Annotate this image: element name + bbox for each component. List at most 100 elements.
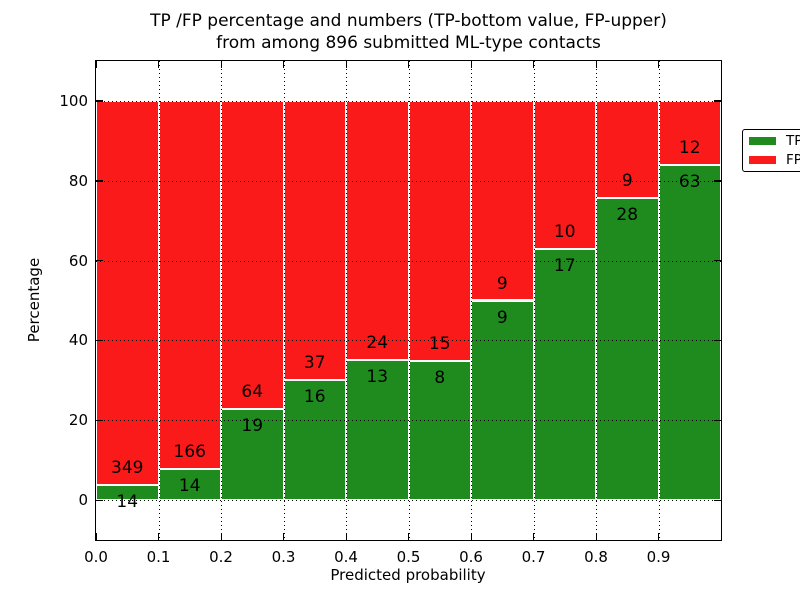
x-tick-label: 0.6: [459, 548, 483, 566]
y-tick-right: [714, 260, 721, 262]
tp-bar-segment: [96, 484, 159, 501]
y-axis-label: Percentage: [25, 257, 43, 343]
fp-bar-segment: [346, 100, 409, 360]
y-tick-right: [714, 339, 721, 342]
x-axis-label: Predicted probability: [330, 566, 486, 584]
fp-count-label: 10: [553, 221, 576, 242]
legend: TP FP: [742, 129, 800, 172]
x-tick-top: [658, 61, 660, 68]
chart-title-line2: from among 896 submitted ML-type contact…: [216, 33, 601, 53]
y-tick-left: [96, 419, 103, 422]
fp-count-label: 166: [173, 442, 206, 463]
x-tick-bottom: [283, 533, 285, 540]
fp-count-label: 9: [621, 171, 633, 191]
fp-bar-segment: [158, 100, 221, 470]
y-tick-label: 40: [68, 331, 88, 350]
fp-legend-swatch: [749, 156, 776, 164]
y-tick-right: [714, 180, 721, 182]
tp-count-label: 16: [303, 386, 326, 407]
x-gridline: [158, 61, 160, 540]
tp-count-label: 28: [616, 205, 639, 225]
tp-bar-segment: [658, 164, 721, 501]
x-tick-bottom: [533, 533, 535, 540]
x-tick-bottom: [95, 533, 97, 540]
tp-count-label: 8: [434, 368, 446, 389]
fp-bar-segment: [283, 100, 346, 380]
legend-row-fp: FP: [749, 151, 800, 168]
fp-count-label: 12: [678, 137, 701, 158]
x-tick-label: 0.5: [396, 548, 421, 566]
y-tick-left: [96, 339, 103, 342]
x-tick-label: 0.2: [209, 548, 233, 566]
x-tick-top: [408, 61, 410, 68]
tp-count-label: 9: [496, 307, 508, 328]
tp-count-label: 19: [241, 415, 264, 436]
legend-row-tp: TP: [749, 132, 800, 149]
fp-count-label: 24: [366, 332, 389, 353]
x-gridline: [283, 61, 285, 540]
fp-bar-segment: [408, 100, 471, 362]
x-tick-bottom: [345, 533, 347, 540]
x-tick-bottom: [595, 533, 597, 540]
x-gridline: [533, 61, 535, 540]
tp-bar-segment: [158, 469, 221, 501]
fp-count-label: 15: [428, 334, 451, 355]
y-tick-right: [714, 100, 721, 102]
tp-bar-segment: [533, 248, 596, 501]
x-gridline: [658, 61, 660, 540]
fp-legend-label: FP: [786, 151, 800, 168]
chart-title-line1: TP /FP percentage and numbers (TP-bottom…: [150, 11, 667, 31]
x-tick-top: [345, 61, 347, 68]
tp-bar-segment: [408, 361, 471, 501]
x-tick-top: [533, 61, 535, 68]
y-tick-label: 0: [78, 491, 88, 510]
x-tick-top: [595, 61, 597, 68]
x-tick-label: 0.3: [271, 548, 296, 566]
x-gridline: [408, 61, 410, 540]
y-tick-left: [96, 260, 103, 262]
fp-count-label: 37: [303, 352, 326, 373]
x-gridline: [471, 61, 472, 540]
y-tick-left: [96, 499, 103, 501]
tp-count-label: 17: [553, 255, 576, 276]
fp-bar-segment: [471, 100, 534, 301]
plot-area: TP FP 349 14 166 14 64 19 37 16 24 13 15 8 9 9 10 17 9 28…: [95, 60, 800, 541]
x-tick-bottom: [158, 533, 160, 540]
x-tick-top: [220, 61, 222, 68]
x-tick-top: [158, 61, 160, 68]
x-tick-label: 0.9: [646, 548, 671, 566]
fp-bar-segment: [221, 100, 284, 409]
fp-count-label: 9: [496, 273, 508, 294]
x-tick-bottom: [220, 533, 222, 540]
x-tick-label: 0.7: [521, 548, 546, 566]
x-tick-top: [470, 61, 472, 68]
fp-count-label: 349: [111, 457, 144, 478]
x-tick-bottom: [408, 533, 410, 540]
fp-count-label: 64: [241, 381, 264, 402]
x-tick-label: 0.1: [146, 548, 171, 566]
tp-legend-swatch: [749, 137, 776, 145]
y-tick-left: [96, 180, 103, 182]
y-tick-label: 100: [59, 91, 88, 110]
x-gridline: [221, 61, 222, 540]
tp-legend-label: TP: [786, 132, 800, 149]
y-tick-label: 20: [68, 411, 88, 430]
x-tick-label: 0.8: [584, 548, 608, 566]
x-tick-label: 0.0: [84, 548, 108, 566]
x-tick-top: [283, 61, 285, 68]
tp-count-label: 14: [178, 476, 201, 497]
tp-count-label: 13: [366, 366, 389, 387]
x-gridline: [596, 61, 597, 540]
y-tick-right: [714, 499, 721, 501]
x-tick-label: 0.4: [334, 548, 358, 566]
x-tick-top: [95, 61, 97, 68]
y-tick-right: [714, 419, 721, 422]
x-tick-bottom: [470, 533, 472, 540]
tp-count-label: 14: [116, 491, 139, 512]
x-gridline: [346, 61, 347, 540]
x-tick-bottom: [658, 533, 660, 540]
tp-bar-segment: [283, 379, 346, 501]
tp-bar-segment: [596, 198, 659, 501]
tp-bar-segment: [471, 300, 534, 501]
